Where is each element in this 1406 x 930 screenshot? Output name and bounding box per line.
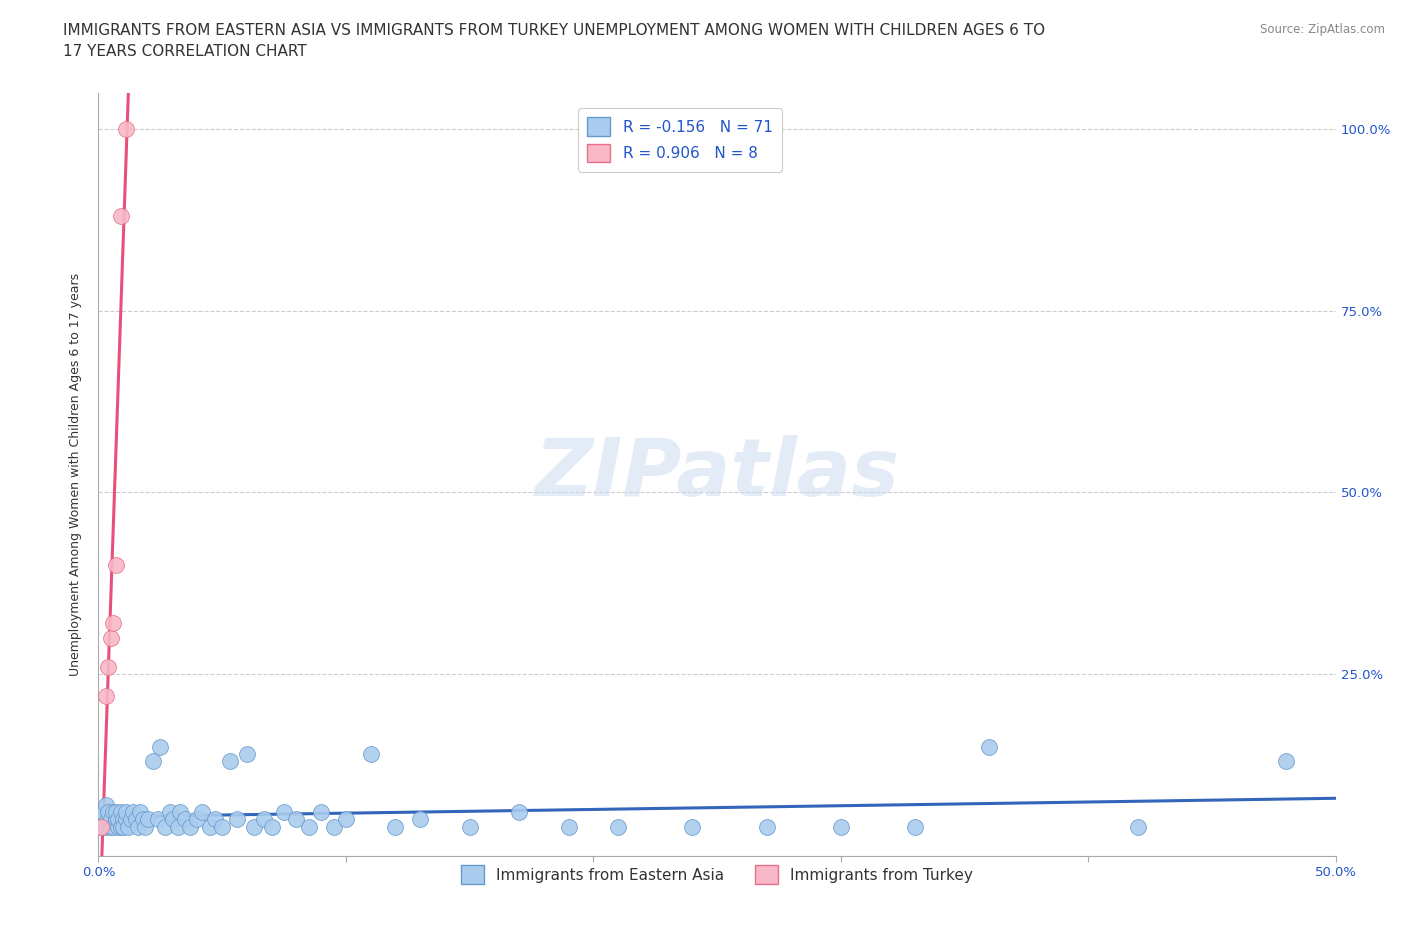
Point <box>218 753 240 768</box>
Point <box>226 812 249 827</box>
Point <box>904 819 927 834</box>
Point <box>236 747 259 762</box>
Point <box>979 739 1001 754</box>
Point <box>112 812 135 827</box>
Point <box>136 812 159 827</box>
Point <box>97 659 120 674</box>
Point <box>97 812 120 827</box>
Point <box>298 819 321 834</box>
Point <box>104 812 127 827</box>
Legend: Immigrants from Eastern Asia, Immigrants from Turkey: Immigrants from Eastern Asia, Immigrants… <box>456 859 979 890</box>
Point <box>681 819 703 834</box>
Point <box>211 819 233 834</box>
Text: IMMIGRANTS FROM EASTERN ASIA VS IMMIGRANTS FROM TURKEY UNEMPLOYMENT AMONG WOMEN : IMMIGRANTS FROM EASTERN ASIA VS IMMIGRAN… <box>63 23 1046 38</box>
Point <box>93 804 115 819</box>
Text: Source: ZipAtlas.com: Source: ZipAtlas.com <box>1260 23 1385 36</box>
Point <box>1275 753 1298 768</box>
Point <box>94 797 117 812</box>
Point <box>174 812 197 827</box>
Point <box>127 819 149 834</box>
Point <box>134 819 156 834</box>
Point <box>110 209 132 224</box>
Point <box>110 819 132 834</box>
Point <box>384 819 406 834</box>
Point <box>285 812 308 827</box>
Point <box>191 804 214 819</box>
Point <box>169 804 191 819</box>
Point <box>114 812 136 827</box>
Point <box>93 812 115 827</box>
Point <box>360 747 382 762</box>
Point <box>458 819 481 834</box>
Point <box>114 804 136 819</box>
Point <box>124 812 146 827</box>
Point <box>103 616 125 631</box>
Point <box>155 819 177 834</box>
Text: ZIPatlas: ZIPatlas <box>534 435 900 513</box>
Point <box>104 558 127 573</box>
Point <box>103 804 125 819</box>
Point <box>186 812 208 827</box>
Point <box>335 812 357 827</box>
Point <box>260 819 283 834</box>
Point <box>117 819 139 834</box>
Point <box>179 819 201 834</box>
Point <box>557 819 579 834</box>
Point <box>243 819 266 834</box>
Point <box>120 812 142 827</box>
Point <box>103 819 125 834</box>
Point <box>322 819 344 834</box>
Point <box>107 819 129 834</box>
Point <box>107 812 129 827</box>
Point <box>110 804 132 819</box>
Point <box>142 753 165 768</box>
Point <box>198 819 221 834</box>
Point <box>97 804 120 819</box>
Point <box>755 819 778 834</box>
Point <box>253 812 276 827</box>
Point <box>830 819 852 834</box>
Point <box>149 739 172 754</box>
Point <box>508 804 530 819</box>
Point <box>273 804 295 819</box>
Point <box>309 804 332 819</box>
Point <box>409 812 432 827</box>
Point <box>114 122 136 137</box>
Y-axis label: Unemployment Among Women with Children Ages 6 to 17 years: Unemployment Among Women with Children A… <box>69 272 83 676</box>
Point <box>100 631 122 645</box>
Point <box>204 812 226 827</box>
Point <box>100 812 122 827</box>
Point <box>94 819 117 834</box>
Point <box>132 812 155 827</box>
Point <box>146 812 169 827</box>
Text: 17 YEARS CORRELATION CHART: 17 YEARS CORRELATION CHART <box>63 44 307 59</box>
Point <box>159 804 181 819</box>
Point <box>607 819 630 834</box>
Point <box>1126 819 1149 834</box>
Point <box>100 819 122 834</box>
Point <box>90 819 112 834</box>
Point <box>162 812 184 827</box>
Point <box>112 819 135 834</box>
Point <box>94 688 117 703</box>
Point <box>90 819 112 834</box>
Point <box>122 804 145 819</box>
Point <box>104 804 127 819</box>
Point <box>129 804 152 819</box>
Point <box>166 819 188 834</box>
